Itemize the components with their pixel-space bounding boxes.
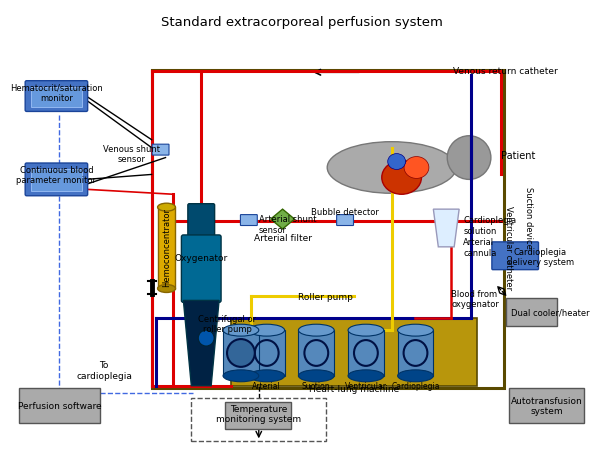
Ellipse shape (348, 370, 384, 382)
Bar (31, 170, 82, 192)
Ellipse shape (158, 285, 175, 293)
Ellipse shape (398, 324, 433, 336)
Ellipse shape (223, 324, 259, 336)
FancyBboxPatch shape (492, 243, 538, 270)
Text: Arterial filter: Arterial filter (254, 233, 311, 243)
Text: Bubble detector: Bubble detector (311, 207, 379, 217)
Bar (19, 388, 100, 424)
Ellipse shape (404, 157, 429, 179)
Bar (158, 207, 175, 289)
Text: Cardioplegia: Cardioplegia (391, 381, 440, 390)
Bar (223, 330, 259, 376)
Text: Cardioplegia
solution: Cardioplegia solution (463, 216, 516, 235)
Text: Suction: Suction (302, 381, 331, 390)
FancyBboxPatch shape (25, 164, 88, 196)
Text: Heart-lung machine: Heart-lung machine (309, 384, 399, 393)
Ellipse shape (223, 370, 259, 382)
Bar (31, 88, 82, 108)
Bar (152, 71, 504, 388)
Ellipse shape (327, 142, 456, 194)
Text: Centrifugal or
roller pump: Centrifugal or roller pump (198, 314, 256, 333)
FancyBboxPatch shape (337, 215, 353, 226)
Bar (348, 330, 384, 376)
Text: Suction device: Suction device (524, 187, 533, 248)
Text: Standard extracorporeal perfusion system: Standard extracorporeal perfusion system (161, 15, 443, 29)
Bar (225, 402, 290, 430)
Text: Dual cooler/heater: Dual cooler/heater (511, 308, 590, 317)
Ellipse shape (298, 370, 334, 382)
Circle shape (447, 136, 491, 180)
Circle shape (198, 330, 214, 346)
Text: Arterial shunt
sensor: Arterial shunt sensor (259, 215, 316, 234)
Text: Arterial
cannula: Arterial cannula (463, 238, 496, 257)
Text: Perfusion software: Perfusion software (17, 401, 101, 410)
Text: Venous shunt
sensor: Venous shunt sensor (103, 144, 160, 164)
Text: Temperature
monitoring system: Temperature monitoring system (216, 404, 301, 423)
Text: Hemoconcentrator: Hemoconcentrator (162, 208, 171, 287)
Text: Venous return catheter: Venous return catheter (453, 66, 558, 76)
Bar (509, 388, 584, 424)
Bar (506, 299, 557, 327)
Polygon shape (184, 301, 219, 386)
Ellipse shape (249, 370, 284, 382)
Ellipse shape (348, 324, 384, 336)
Ellipse shape (298, 324, 334, 336)
Polygon shape (433, 210, 459, 248)
Text: Ventricular catheter: Ventricular catheter (504, 205, 513, 289)
Text: Patient: Patient (501, 150, 535, 160)
Text: Oxygenator: Oxygenator (175, 253, 228, 262)
Bar (298, 330, 334, 376)
Bar (191, 398, 326, 441)
Text: Roller pump: Roller pump (298, 292, 353, 301)
Text: Continuous blood
parameter monitor: Continuous blood parameter monitor (16, 165, 97, 184)
Text: Hematocrit/saturation
monitor: Hematocrit/saturation monitor (10, 83, 103, 102)
Ellipse shape (388, 154, 406, 170)
FancyBboxPatch shape (188, 204, 215, 239)
FancyBboxPatch shape (241, 215, 257, 226)
Text: Blood from
oxygenator: Blood from oxygenator (451, 289, 499, 308)
Text: Ventricular: Ventricular (345, 381, 387, 390)
Text: Autotransfusion
system: Autotransfusion system (511, 396, 583, 415)
FancyBboxPatch shape (25, 81, 88, 112)
Text: Cardioplegia
delivery system: Cardioplegia delivery system (507, 248, 574, 267)
Bar (398, 330, 433, 376)
Ellipse shape (249, 324, 284, 336)
Circle shape (227, 339, 255, 367)
Text: To
cardioplegia: To cardioplegia (76, 360, 132, 380)
Ellipse shape (158, 204, 175, 212)
Bar (249, 330, 284, 376)
Bar (231, 318, 477, 386)
FancyBboxPatch shape (152, 145, 169, 156)
FancyBboxPatch shape (181, 235, 221, 303)
Ellipse shape (398, 370, 433, 382)
Text: Arterial: Arterial (253, 381, 281, 390)
Polygon shape (271, 210, 295, 229)
Ellipse shape (382, 161, 421, 195)
